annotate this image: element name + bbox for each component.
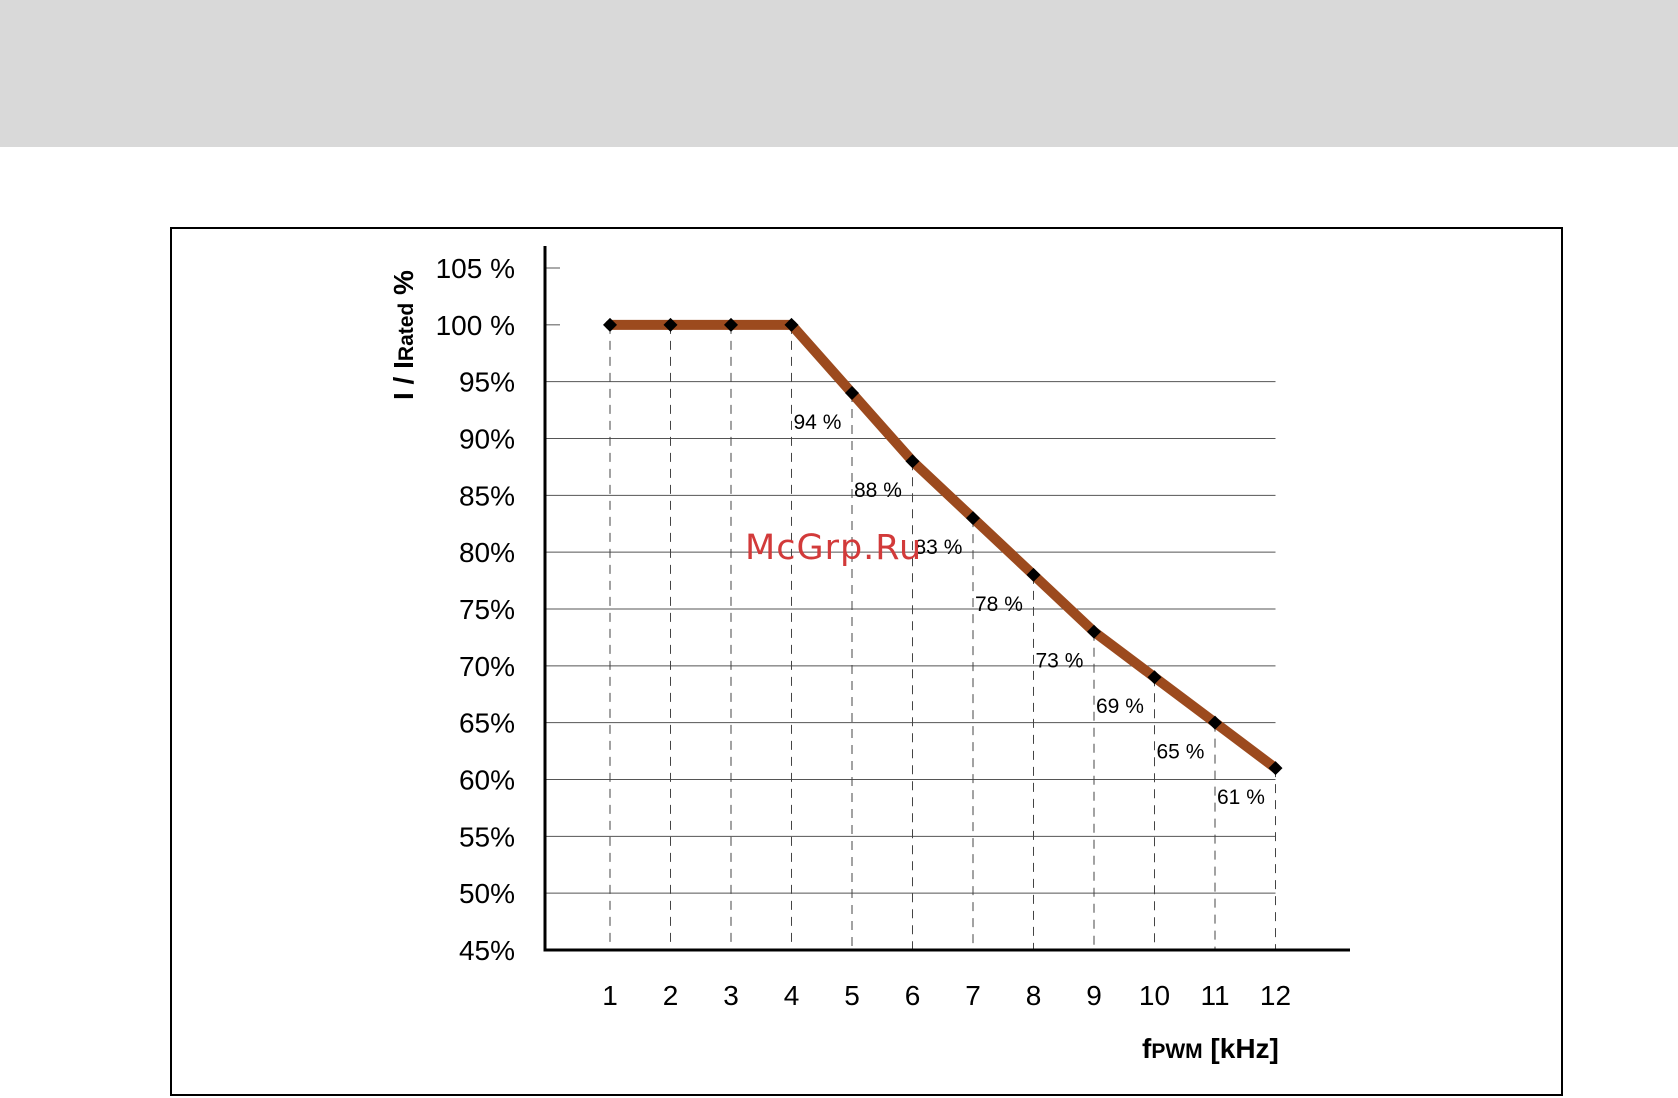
series-line	[605, 319, 1281, 774]
x-tick-label: 8	[1026, 980, 1042, 1011]
y-tick-label: 85%	[459, 480, 515, 511]
data-point-marker	[845, 386, 859, 401]
x-tick-labels: 1 2 3 4 5 6 7 8 9 10 11 12	[602, 980, 1291, 1011]
data-point-marker	[603, 317, 617, 332]
y-tick-label: 50%	[459, 878, 515, 909]
x-tick-label: 7	[965, 980, 981, 1011]
axes	[543, 246, 1350, 952]
x-tick-label: 3	[723, 980, 739, 1011]
data-label: 94 %	[794, 411, 842, 434]
data-label: 88 %	[854, 479, 902, 502]
x-tick-label: 9	[1086, 980, 1102, 1011]
y-tick-label: 55%	[459, 821, 515, 852]
x-tick-label: 6	[905, 980, 921, 1011]
y-tick-label: 70%	[459, 651, 515, 682]
data-point-marker	[1268, 761, 1283, 776]
data-point-marker	[724, 317, 738, 332]
series-markers	[603, 317, 1283, 776]
data-point-marker	[1087, 624, 1101, 639]
horizontal-grid	[545, 267, 1276, 894]
x-axis-label: fPWM [kHz]	[1142, 1033, 1279, 1064]
x-tick-label: 2	[663, 980, 679, 1011]
y-axis-label: I / IRated %	[388, 270, 419, 400]
data-point-marker	[905, 454, 920, 469]
data-label: 73 %	[1036, 650, 1084, 673]
watermark-text: McGrp.Ru	[745, 528, 923, 568]
data-point-marker	[1147, 670, 1162, 685]
y-tick-label: 60%	[459, 765, 515, 796]
data-label: 65 %	[1157, 741, 1205, 764]
x-tick-label: 12	[1260, 980, 1291, 1011]
y-tick-label: 105 %	[436, 253, 515, 284]
data-point-marker	[784, 317, 799, 332]
y-tick-label: 65%	[459, 708, 515, 739]
data-labels: 94 % 88 % 83 % 78 % 73 % 69 % 65 % 61 %	[794, 411, 1265, 809]
data-point-marker	[966, 511, 980, 526]
data-point-marker	[663, 317, 678, 332]
y-tick-labels: 45% 50% 55% 60% 65% 70% 75% 80% 85% 90% 95% 100 % 10…	[436, 253, 515, 966]
data-label: 83 %	[915, 536, 963, 559]
y-tick-label: 75%	[459, 594, 515, 625]
y-tick-label: 90%	[459, 424, 515, 455]
vertical-grid	[609, 324, 1276, 950]
y-tick-label: 80%	[459, 537, 515, 568]
y-tick-label: 45%	[459, 935, 515, 966]
top-band	[0, 0, 1678, 147]
x-tick-label: 11	[1200, 980, 1229, 1011]
x-tick-label: 10	[1139, 980, 1170, 1011]
data-point-marker	[1026, 567, 1041, 582]
data-label: 78 %	[975, 593, 1023, 616]
y-tick-label: 100 %	[436, 310, 515, 341]
x-tick-label: 1	[602, 980, 618, 1011]
data-label: 69 %	[1096, 695, 1144, 718]
series-polyline	[605, 319, 1281, 774]
x-tick-label: 5	[844, 980, 860, 1011]
data-label: 61 %	[1217, 786, 1265, 809]
data-point-marker	[1208, 715, 1222, 730]
x-tick-label: 4	[784, 980, 800, 1011]
y-tick-label: 95%	[459, 367, 515, 398]
chart-frame	[170, 227, 1563, 1096]
